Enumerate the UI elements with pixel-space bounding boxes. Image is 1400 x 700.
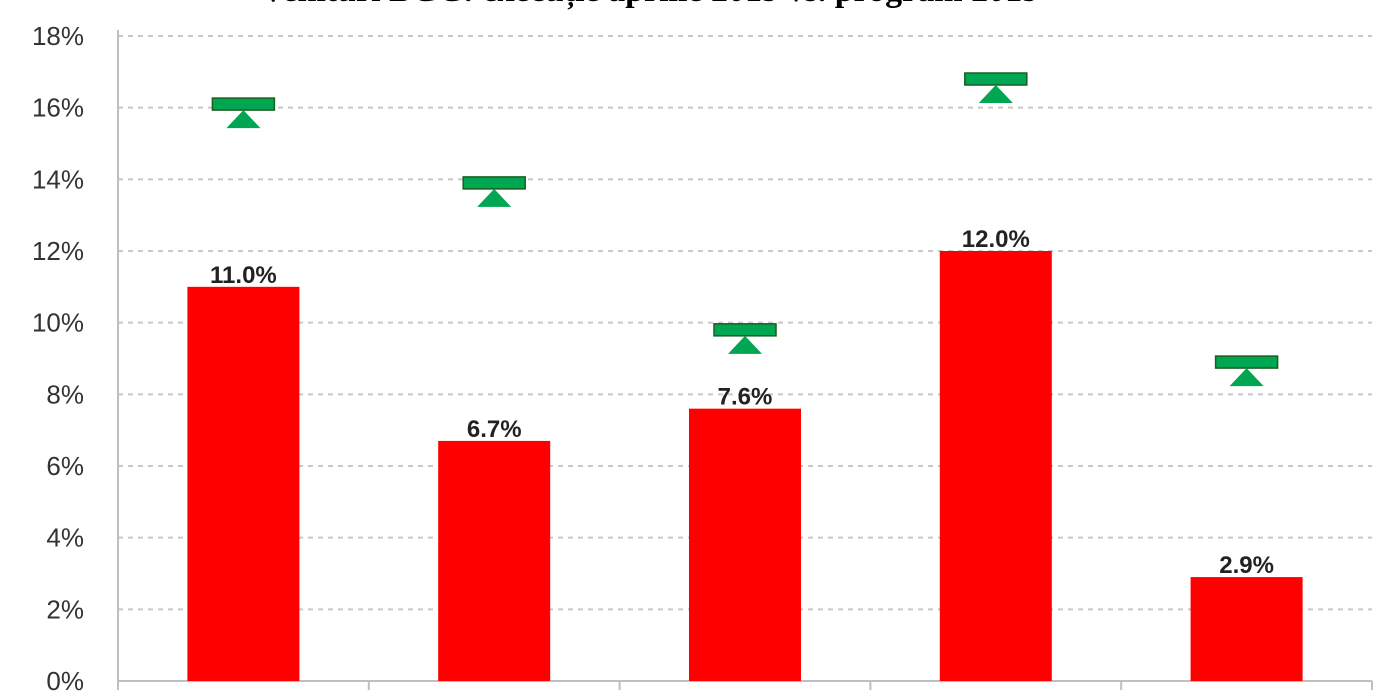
target-markers	[211, 72, 1279, 387]
y-tick-label: 12%	[32, 236, 84, 266]
bar	[939, 251, 1052, 681]
y-tick-label: 14%	[32, 164, 84, 194]
bar-data-label: 7.6%	[718, 384, 773, 411]
y-tick-label: 8%	[46, 379, 84, 409]
bar-data-label: 12.0%	[962, 226, 1030, 253]
bar	[689, 408, 801, 681]
target-marker	[211, 97, 276, 129]
bar	[1190, 577, 1303, 681]
bar-data-label: 2.9%	[1219, 552, 1274, 579]
bars	[187, 251, 1303, 681]
y-tick-label: 4%	[46, 523, 84, 553]
chart-title: Venituri BGC: execuție aprilie 2019 vs. …	[0, 0, 1300, 10]
bar-data-label: 6.7%	[467, 416, 522, 443]
y-tick-label: 18%	[32, 21, 84, 51]
y-axis-ticks: 0% 2% 4% 6% 8% 10% 12% 14% 16% 18%	[32, 21, 84, 696]
y-tick-label: 2%	[46, 594, 84, 624]
bar-data-label: 11.0%	[210, 262, 277, 289]
target-marker	[964, 72, 1028, 103]
y-tick-label: 0%	[46, 666, 84, 696]
gridlines	[118, 35, 1372, 611]
target-marker	[462, 176, 526, 207]
bar	[187, 286, 300, 681]
bar	[438, 440, 551, 681]
target-marker	[713, 323, 777, 354]
y-tick-label: 16%	[32, 93, 84, 123]
target-marker	[1214, 355, 1279, 387]
y-tick-label: 10%	[32, 308, 84, 338]
data-labels: 11.0% 6.7% 7.6% 12.0% 2.9%	[210, 226, 1274, 579]
y-tick-label: 6%	[46, 451, 84, 481]
